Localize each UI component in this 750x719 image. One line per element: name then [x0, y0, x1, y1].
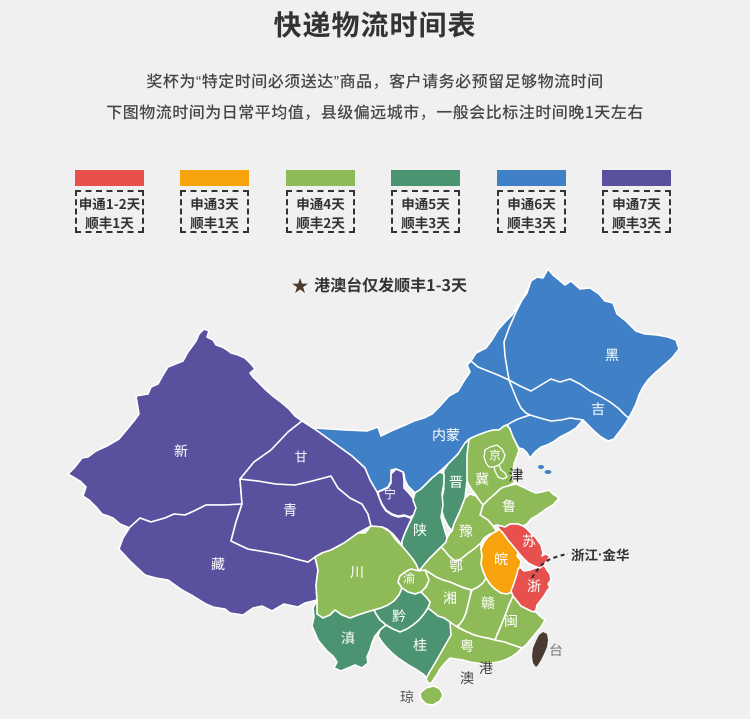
svg-text:澳: 澳	[460, 668, 474, 688]
svg-text:浙: 浙	[527, 576, 541, 596]
svg-text:港: 港	[479, 658, 493, 678]
svg-text:陕: 陕	[413, 520, 427, 540]
svg-text:吉: 吉	[591, 399, 605, 419]
svg-text:冀: 冀	[475, 469, 489, 489]
svg-text:青: 青	[283, 500, 297, 520]
svg-text:藏: 藏	[211, 554, 225, 574]
svg-text:湘: 湘	[443, 588, 457, 608]
svg-text:鄂: 鄂	[449, 556, 463, 576]
svg-text:粤: 粤	[460, 636, 474, 656]
svg-text:滇: 滇	[341, 628, 355, 648]
svg-text:豫: 豫	[459, 521, 473, 541]
svg-text:赣: 赣	[481, 593, 495, 613]
svg-text:新: 新	[174, 441, 188, 461]
svg-text:京: 京	[489, 447, 501, 464]
svg-text:宁: 宁	[384, 486, 396, 503]
svg-text:黔: 黔	[392, 606, 406, 626]
svg-text:苏: 苏	[522, 531, 536, 551]
svg-text:皖: 皖	[494, 549, 508, 569]
svg-text:内蒙: 内蒙	[432, 425, 460, 445]
svg-text:川: 川	[350, 562, 364, 582]
svg-text:闽: 闽	[504, 611, 518, 631]
svg-text:浙江·金华: 浙江·金华	[571, 544, 630, 564]
svg-text:桂: 桂	[413, 635, 427, 655]
svg-text:台: 台	[549, 640, 563, 660]
svg-text:甘: 甘	[294, 447, 307, 466]
svg-text:黑: 黑	[605, 345, 619, 365]
svg-text:津: 津	[508, 465, 523, 486]
svg-text:琼: 琼	[400, 687, 414, 707]
svg-text:鲁: 鲁	[502, 496, 516, 516]
svg-text:渝: 渝	[403, 570, 415, 587]
svg-text:晋: 晋	[449, 472, 463, 492]
